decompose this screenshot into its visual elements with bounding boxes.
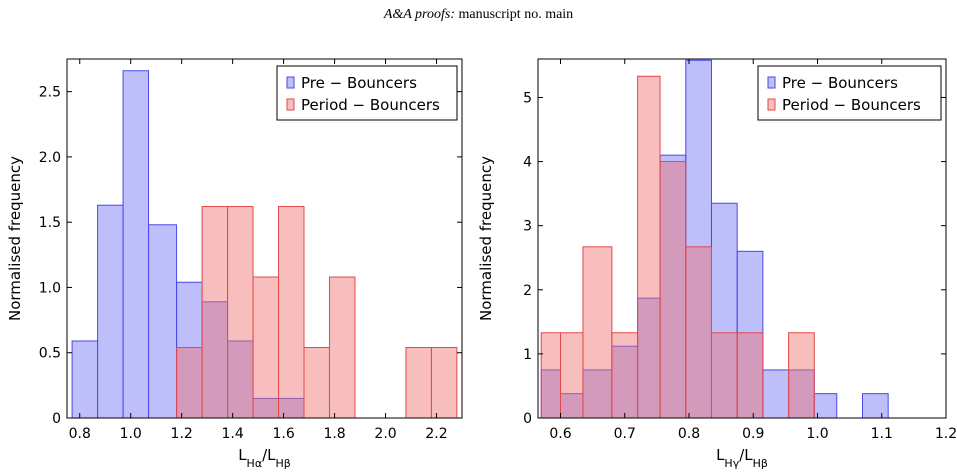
bar-pre: [685, 59, 712, 419]
legend-label-pre: Pre − Bouncers: [301, 74, 417, 92]
x-tick-label: 1.1: [871, 426, 893, 442]
x-tick-label: 1.0: [120, 426, 142, 442]
bar-period: [328, 276, 356, 419]
x-tick-label: 1.0: [806, 426, 828, 442]
legend-swatch-period: [767, 98, 776, 111]
legend-swatch-pre: [767, 76, 776, 89]
legend-box: [276, 65, 458, 121]
legend-swatch-pre: [286, 76, 295, 89]
x-tick-label: 2.2: [425, 426, 447, 442]
y-axis-label: Normalised frequency: [477, 156, 495, 321]
x-tick-label: 1.2: [171, 426, 193, 442]
plot-frame: [66, 58, 463, 419]
manuscript-label: manuscript no. main: [458, 7, 574, 22]
x-tick-label: 0.7: [614, 426, 636, 442]
plot-frame: [537, 58, 947, 419]
bar-period: [405, 347, 432, 419]
chart-panel-2: 0.6 0.7 0.8 0.9 1.0 1.1 1.2 0 1 2 3 4 5 Normalised fr…: [477, 58, 957, 470]
y-tick-label: 2.0: [39, 150, 61, 166]
bar-pre: [710, 202, 738, 419]
bar-period: [637, 75, 661, 419]
x-tick-label: 0.9: [742, 426, 764, 442]
legend-label-period: Period − Bouncers: [301, 96, 440, 114]
bar-period: [788, 332, 815, 419]
x-axis-label: LHγ/LHβ: [716, 446, 768, 470]
bar-period: [736, 332, 764, 419]
y-tick-label: 1.5: [39, 215, 61, 231]
x-tick-label: 2.0: [374, 426, 396, 442]
bar-period: [685, 246, 712, 419]
y-tick-label: 2.5: [39, 85, 61, 101]
legend-box: [757, 65, 942, 121]
bar-period: [540, 332, 561, 419]
page-header: A&A proofs: manuscript no. main: [0, 7, 957, 23]
bar-pre: [736, 250, 764, 419]
bar-pre: [788, 369, 815, 419]
bar-pre: [611, 345, 639, 419]
bar-pre: [762, 369, 790, 419]
bar-period: [582, 246, 613, 419]
bar-pre: [176, 281, 203, 419]
y-tick-label: 0: [52, 411, 61, 427]
x-tick-label: 1.6: [272, 426, 294, 442]
bar-period: [176, 347, 203, 419]
bar-pre: [582, 369, 613, 419]
y-tick-label: 0.5: [39, 346, 61, 362]
y-tick-label: 3: [523, 219, 532, 235]
bar-period: [659, 161, 687, 419]
x-tick-label: 1.8: [323, 426, 345, 442]
x-tick-label: 0.8: [678, 426, 700, 442]
bar-period: [611, 332, 639, 419]
bar-period: [278, 206, 305, 419]
bar-period: [430, 347, 458, 419]
bar-pre: [97, 204, 124, 419]
bar-pre: [227, 340, 254, 419]
x-tick-label: 1.4: [222, 426, 244, 442]
bar-pre: [148, 224, 178, 419]
y-tick-label: 1: [523, 347, 532, 363]
bar-pre: [122, 70, 150, 419]
x-axis-label: LHα/LHβ: [238, 446, 291, 470]
y-tick-label: 5: [523, 90, 532, 106]
legend-label-period: Period − Bouncers: [782, 96, 921, 114]
bar-period: [252, 276, 280, 419]
y-tick-label: 4: [523, 155, 532, 171]
bar-period: [559, 332, 584, 419]
x-tick-label: 0.8: [69, 426, 91, 442]
legend-label-pre: Pre − Bouncers: [782, 74, 898, 92]
bar-period: [227, 206, 254, 419]
bar-pre: [71, 340, 99, 419]
x-tick-label: 1.2: [935, 426, 957, 442]
y-tick-label: 2: [523, 283, 532, 299]
legend-swatch-period: [286, 98, 295, 111]
journal-name: A&A proofs:: [383, 7, 455, 22]
bar-period: [710, 332, 738, 419]
y-axis-label: Normalised frequency: [6, 156, 24, 321]
bar-period: [201, 206, 229, 419]
bar-period: [303, 347, 330, 419]
y-tick-label: 1.0: [39, 280, 61, 296]
bar-pre: [861, 393, 889, 419]
x-tick-label: 0.6: [549, 426, 571, 442]
y-tick-label: 0: [523, 411, 532, 427]
chart-panel-1: 0.8 1.0 1.2 1.4 1.6 1.8 2.0 2.2 0 0.5 1.0 1.5 2.0 2.5…: [6, 58, 463, 470]
